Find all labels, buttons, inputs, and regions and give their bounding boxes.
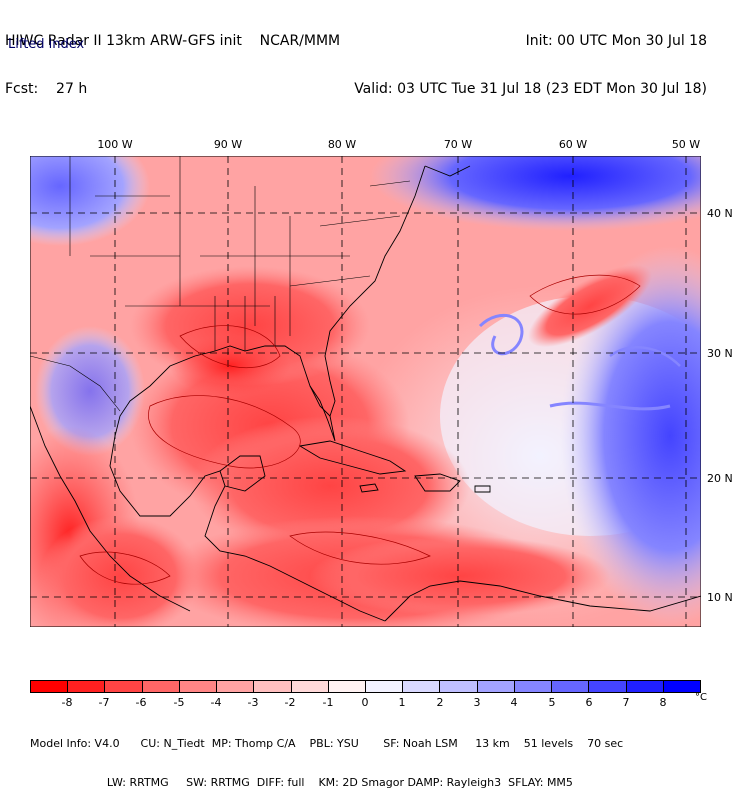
colorbar-tick: 4 — [510, 696, 518, 709]
colorbar-tick: 8 — [659, 696, 667, 709]
colorbar-unit: °C — [695, 692, 707, 703]
colorbar-tick: 5 — [548, 696, 556, 709]
colorbar-swatch — [477, 681, 515, 692]
colorbar-swatch — [663, 681, 700, 692]
colorbar-swatch — [365, 681, 404, 692]
colorbar-swatch — [217, 681, 255, 692]
colorbar-tick: 6 — [585, 696, 593, 709]
colorbar-tick: -8 — [61, 696, 73, 709]
coastlines — [30, 165, 701, 622]
lat-label-30n: 30 N — [707, 347, 733, 360]
header-right: Init: 00 UTC Mon 30 Jul 18 Valid: 03 UTC… — [354, 1, 707, 113]
lifted-index-map — [30, 156, 701, 627]
init-time: Init: 00 UTC Mon 30 Jul 18 — [525, 33, 707, 49]
lon-label-80w: 80 W — [327, 138, 357, 151]
forecast-hour: Fcst: 27 h — [5, 81, 88, 97]
contour-lines — [79, 274, 641, 585]
colorbar-swatch — [403, 681, 441, 692]
political-borders — [30, 156, 411, 412]
model-info-line2: LW: RRTMG SW: RRTMG DIFF: full KM: 2D Sm… — [30, 776, 573, 789]
colorbar-swatch — [68, 681, 106, 692]
colorbar — [30, 680, 701, 693]
colorbar-tick: -1 — [322, 696, 334, 709]
lat-label-40n: 40 N — [707, 207, 733, 220]
lon-label-90w: 90 W — [213, 138, 243, 151]
colorbar-swatch — [179, 681, 218, 692]
colorbar-tick: -4 — [210, 696, 222, 709]
model-info-footer: Model Info: V4.0 CU: N_Tiedt MP: Thomp C… — [30, 711, 623, 802]
colorbar-swatch — [626, 681, 664, 692]
colorbar-swatch — [440, 681, 478, 692]
colorbar-swatch — [291, 681, 329, 692]
colorbar-tick: -3 — [247, 696, 259, 709]
colorbar-tick: -5 — [173, 696, 185, 709]
colorbar-tick: -7 — [98, 696, 110, 709]
lon-label-70w: 70 W — [443, 138, 473, 151]
header-left: HIWC Radar II 13km ARW-GFS init NCAR/MMM… — [5, 1, 340, 113]
lat-label-10n: 10 N — [707, 591, 733, 604]
model-title: HIWC Radar II 13km ARW-GFS init NCAR/MMM — [5, 33, 341, 49]
colorbar-swatch — [105, 681, 143, 692]
colorbar-swatch — [328, 681, 366, 692]
lon-label-100w: 100 W — [97, 138, 133, 151]
colorbar-tick: -6 — [135, 696, 147, 709]
colorbar-tick: 3 — [473, 696, 481, 709]
colorbar-tick: 2 — [436, 696, 444, 709]
valid-time: Valid: 03 UTC Tue 31 Jul 18 (23 EDT Mon … — [354, 81, 707, 97]
colorbar-swatch — [142, 681, 180, 692]
model-info-line1: Model Info: V4.0 CU: N_Tiedt MP: Thomp C… — [30, 737, 624, 750]
swirl-stable-1 — [478, 313, 524, 356]
field-name: Lifted index — [8, 37, 85, 52]
colorbar-swatch — [514, 681, 553, 692]
colorbar-tick: 7 — [622, 696, 630, 709]
colorbar-swatch — [552, 681, 590, 692]
lat-label-20n: 20 N — [707, 472, 733, 485]
colorbar-swatch — [31, 681, 69, 692]
colorbar-tick: 0 — [361, 696, 369, 709]
lon-label-50w: 50 W — [671, 138, 701, 151]
east-stable-region — [560, 246, 701, 626]
colorbar-tick: -2 — [284, 696, 296, 709]
colorbar-swatch — [254, 681, 292, 692]
colorbar-tick: 1 — [398, 696, 406, 709]
colorbar-swatch — [589, 681, 627, 692]
lat-lon-grid — [30, 156, 701, 627]
lon-label-60w: 60 W — [558, 138, 588, 151]
northwest-stable-region — [30, 156, 150, 246]
